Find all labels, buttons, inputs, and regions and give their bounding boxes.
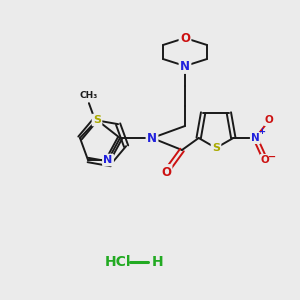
Text: O: O (265, 115, 274, 125)
Text: N: N (180, 59, 190, 73)
Text: CH₃: CH₃ (80, 91, 98, 100)
Text: −: − (268, 152, 276, 162)
Text: O: O (261, 155, 270, 165)
Text: S: S (93, 115, 101, 125)
Text: O: O (161, 166, 171, 178)
Text: S: S (212, 143, 220, 153)
Text: H: H (152, 255, 164, 269)
Text: O: O (180, 32, 190, 44)
Text: +: + (258, 127, 265, 136)
Text: N: N (251, 133, 260, 143)
Text: HCl: HCl (105, 255, 131, 269)
Text: N: N (103, 155, 112, 165)
Text: N: N (147, 131, 157, 145)
